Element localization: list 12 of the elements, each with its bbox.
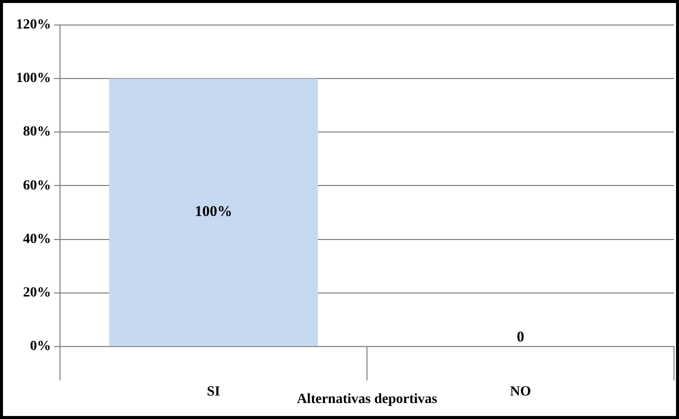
y-tick-label: 60% — [23, 178, 51, 194]
data-label: 100% — [194, 204, 232, 220]
x-axis-title: Alternativas deportivas — [296, 392, 438, 408]
data-label: 0 — [516, 329, 524, 346]
y-tick-label: 20% — [23, 285, 51, 300]
y-tick-label: 120% — [16, 18, 51, 33]
y-tick-label: 40% — [23, 232, 51, 247]
y-tick-label: 100% — [16, 71, 51, 86]
y-tick-label: 0% — [30, 339, 51, 354]
x-tick-label: SI — [206, 384, 220, 400]
y-tick-label: 80% — [23, 124, 51, 140]
x-tick-label: NO — [510, 384, 532, 400]
